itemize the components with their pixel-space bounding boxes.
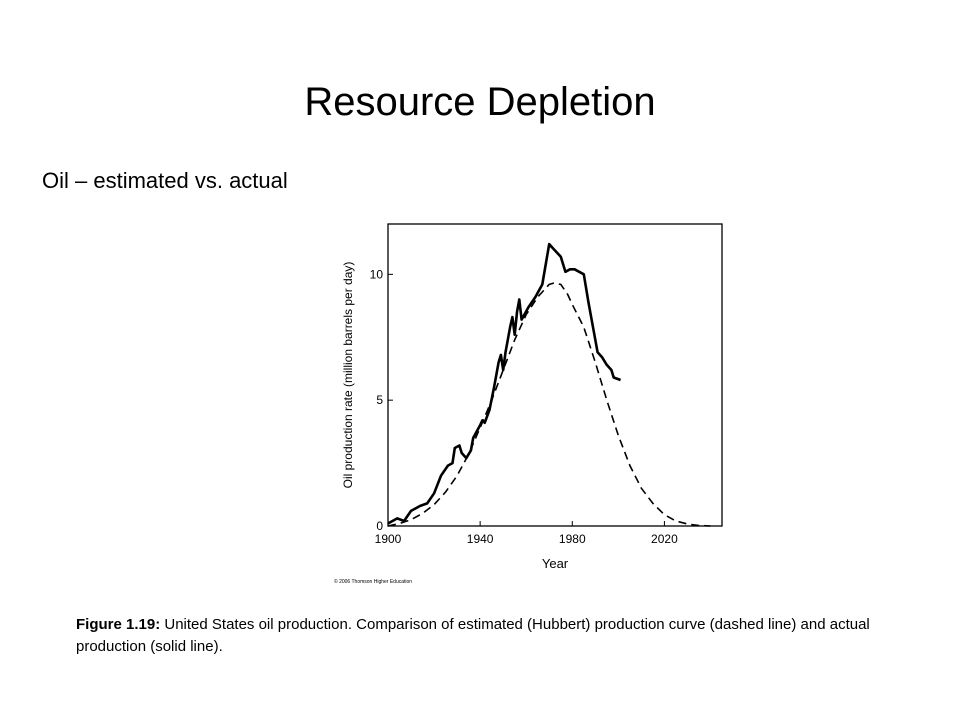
actual-production-line — [387, 242, 622, 525]
plot-frame — [387, 223, 723, 527]
y-tick-label: 5 — [376, 393, 383, 407]
y-tick-label: 0 — [376, 519, 383, 533]
x-tick-label: 2020 — [651, 532, 678, 546]
tick-labels: 1900 1940 1980 2020 0 5 10 — [370, 267, 678, 546]
x-tick-label: 1980 — [559, 532, 586, 546]
slide-subtitle: Oil – estimated vs. actual — [42, 168, 288, 193]
copyright-notice: © 2006 Thomson Higher Education — [334, 579, 413, 585]
figure-caption: Figure 1.19: United States oil productio… — [76, 614, 896, 658]
y-axis-label: Oil production rate (million barrels per… — [341, 262, 355, 489]
x-axis-label: Year — [542, 556, 569, 571]
estimated-production-line — [387, 282, 711, 527]
series-group — [387, 242, 711, 527]
oil-production-chart: 1900 1940 1980 2020 0 5 10 Year Oil production… — [341, 223, 723, 571]
caption-label: Figure 1.19: — [76, 616, 161, 633]
x-tick-label: 1900 — [375, 532, 402, 546]
x-tick-label: 1940 — [467, 532, 494, 546]
slide-title: Resource Depletion — [304, 80, 656, 124]
caption-text: United States oil production. Comparison… — [76, 616, 870, 655]
y-tick-label: 10 — [370, 267, 384, 281]
